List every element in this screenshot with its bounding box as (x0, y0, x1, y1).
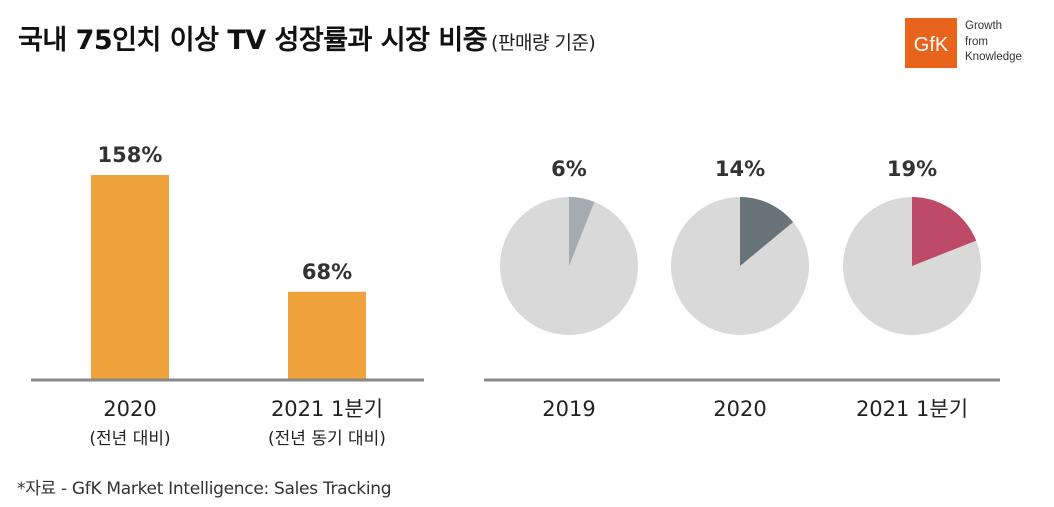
gfk-logo-mark: GfK (914, 34, 949, 56)
footnote: *자료 - GfK Market Intelligence: Sales Tra… (17, 479, 392, 499)
x-tick-note: (전년 동기 대비) (268, 429, 386, 449)
pie-category-label: 2020 (713, 397, 766, 421)
pie-share-slice (740, 197, 794, 266)
pie-value-label: 14% (715, 157, 765, 181)
pie-category-label: 2019 (542, 397, 595, 421)
pie-share-slice (569, 197, 595, 266)
gfk-logo: GfK (905, 18, 957, 68)
gfk-tagline: Growth from Knowledge (965, 19, 1022, 66)
x-tick-label: 2021 1분기 (271, 397, 383, 421)
tagline-line: Knowledge (965, 51, 1022, 63)
bar-value-label: 68% (302, 260, 352, 284)
pie-value-label: 19% (887, 157, 937, 181)
chart-title: 국내 75인치 이상 TV 성장률과 시장 비중 (판매량 기준) (18, 18, 596, 57)
pie-category-label: 2021 1분기 (856, 397, 968, 421)
pie-value-label: 6% (551, 157, 587, 181)
bar (288, 291, 366, 380)
x-tick-label: 2020 (103, 397, 156, 421)
title-main: 국내 75인치 이상 TV 성장률과 시장 비중 (18, 25, 488, 56)
x-tick-note: (전년 대비) (89, 429, 170, 449)
title-sub: (판매량 기준) (491, 32, 596, 54)
bar-value-label: 158% (98, 143, 163, 167)
tagline-line: Growth (965, 20, 1003, 32)
pie-share-slice (912, 197, 977, 266)
bar (91, 175, 169, 380)
tagline-line: from (965, 35, 988, 48)
svg-text:GfK: GfK (914, 34, 949, 56)
